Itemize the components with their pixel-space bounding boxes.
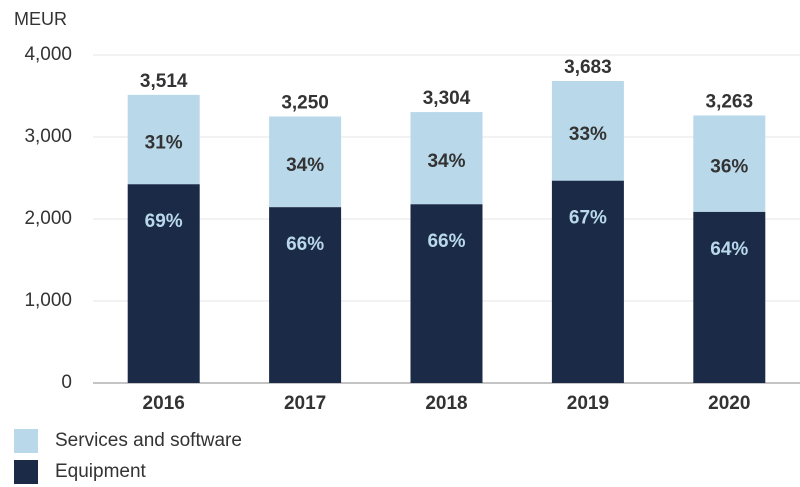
share-label: 64%	[710, 239, 748, 260]
bar-segment	[410, 204, 483, 383]
bar-segment	[410, 112, 483, 205]
share-label: 31%	[145, 133, 183, 154]
share-label: 67%	[569, 208, 607, 229]
legend-label: Equipment	[55, 461, 147, 482]
bar-segment	[269, 207, 342, 383]
share-label: 66%	[286, 234, 324, 255]
legend-swatch	[14, 460, 38, 484]
x-tick-label: 2017	[284, 393, 326, 414]
total-label: 3,263	[706, 91, 754, 112]
x-tick-label: 2018	[425, 393, 467, 414]
total-label: 3,683	[564, 57, 612, 78]
y-unit: MEUR	[14, 9, 67, 29]
share-label: 66%	[427, 231, 465, 252]
y-tick-label: 3,000	[24, 126, 72, 147]
bar-segment	[127, 184, 200, 383]
bar-segment	[693, 115, 766, 212]
legend-swatch	[14, 429, 38, 453]
bar-segment	[551, 80, 624, 181]
x-tick-label: 2019	[567, 393, 609, 414]
share-label: 69%	[145, 211, 183, 232]
bar-segment	[551, 180, 624, 383]
bar-segment	[269, 116, 342, 208]
x-tick-label: 2016	[143, 393, 185, 414]
x-tick-label: 2020	[708, 393, 750, 414]
share-label: 34%	[286, 155, 324, 176]
bar-segment	[127, 94, 200, 185]
bar-segment	[693, 211, 766, 383]
legend-label: Services and software	[55, 430, 242, 451]
total-label: 3,304	[423, 88, 471, 109]
share-label: 36%	[710, 157, 748, 178]
y-tick-label: 4,000	[24, 44, 72, 65]
y-tick-label: 2,000	[24, 208, 72, 229]
total-label: 3,250	[281, 93, 329, 114]
y-tick-label: 0	[61, 372, 72, 393]
total-label: 3,514	[140, 71, 188, 92]
share-label: 34%	[427, 151, 465, 172]
share-label: 33%	[569, 124, 607, 145]
y-tick-label: 1,000	[24, 290, 72, 311]
